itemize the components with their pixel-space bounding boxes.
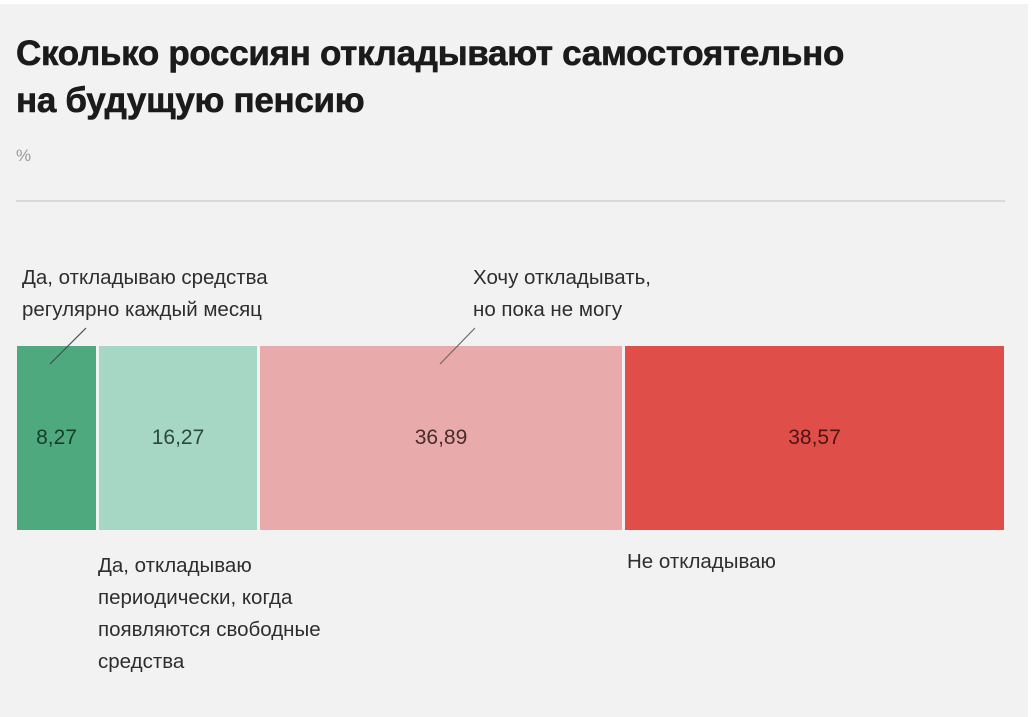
bar-segment-regular: 8,27: [17, 346, 96, 530]
bar-value-regular: 8,27: [36, 426, 77, 449]
bar-segment-periodic: 16,27: [99, 346, 257, 530]
chart-title-line-1: Сколько россиян откладывают самостоятель…: [16, 34, 845, 74]
label-want: Хочу откладывать, но пока не могу: [473, 266, 651, 321]
label-none: Не откладываю: [627, 550, 776, 573]
label-regular: Да, откладываю средства регулярно каждый…: [22, 266, 268, 321]
bar-value-periodic: 16,27: [151, 426, 205, 449]
bar-segment-want: 36,89: [260, 346, 622, 530]
title-divider: [16, 200, 1005, 202]
chart-title-line-2: на будущую пенсию: [16, 81, 365, 121]
bar-value-want: 36,89: [414, 426, 468, 449]
chart-title: Сколько россиян откладывают самостоятель…: [16, 30, 1016, 124]
bar-value-none: 38,57: [788, 426, 841, 449]
bar-segment-none: 38,57: [625, 346, 1004, 530]
label-periodic: Да, откладываю периодически, когда появл…: [98, 554, 321, 673]
unit-label: %: [16, 146, 32, 165]
